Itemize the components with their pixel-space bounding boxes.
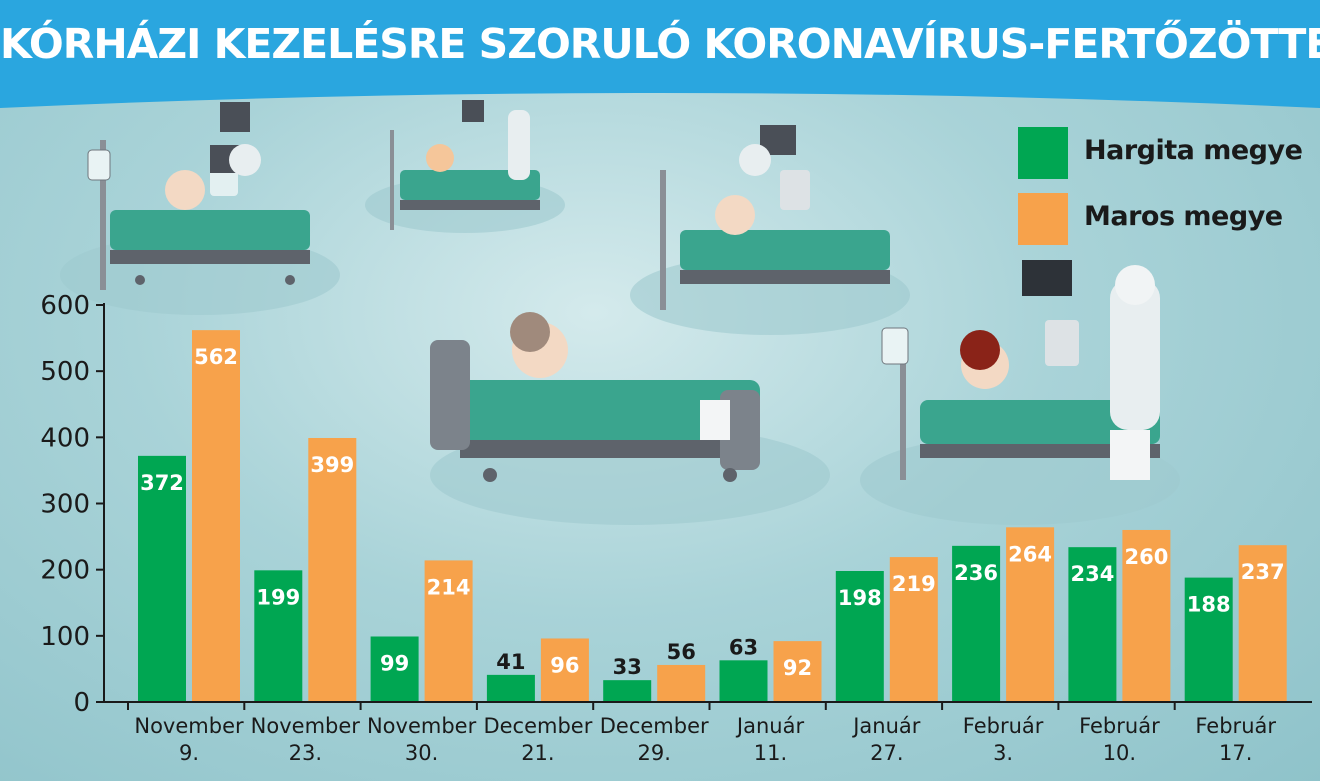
bar	[773, 641, 822, 702]
x-tick-label-line2: 29.	[637, 741, 670, 765]
bar	[308, 437, 357, 702]
x-tick-label: Január	[851, 714, 921, 738]
data-label: 399	[310, 453, 354, 477]
bar	[719, 660, 768, 702]
y-tick-label: 200	[40, 556, 90, 586]
data-label: 219	[892, 572, 936, 596]
data-label: 237	[1241, 560, 1285, 584]
data-label: 188	[1187, 593, 1231, 617]
legend-label-hargita: Hargita megye	[1084, 135, 1303, 166]
page-title: KÓRHÁZI KEZELÉSRE SZORULÓ KORONAVÍRUS-FE…	[0, 20, 1320, 68]
x-tick-label: November	[251, 714, 361, 738]
bar	[1238, 545, 1287, 702]
data-label: 33	[613, 655, 642, 679]
data-label: 41	[496, 650, 525, 674]
x-tick-label-line2: 11.	[754, 741, 787, 765]
x-tick-label-line2: 23.	[289, 741, 322, 765]
x-tick-label-line2: 30.	[405, 741, 438, 765]
y-tick-label: 400	[40, 423, 90, 453]
data-label: 234	[1070, 562, 1114, 586]
bar	[254, 570, 303, 702]
bar	[424, 560, 473, 702]
bar	[138, 455, 186, 702]
bar	[603, 680, 652, 702]
hospital-bed-icon	[430, 312, 830, 525]
data-label: 96	[550, 653, 579, 677]
data-label: 260	[1124, 545, 1168, 569]
x-tick-label-line2: 27.	[870, 741, 903, 765]
bar	[370, 636, 419, 702]
data-label: 214	[427, 575, 471, 599]
x-tick-label-line2: 21.	[521, 741, 554, 765]
legend-swatch-orange	[1018, 193, 1068, 245]
hospital-bed-icon	[60, 102, 340, 315]
x-tick-label-line2: 3.	[993, 741, 1013, 765]
bar	[1184, 577, 1233, 702]
hospital-bed-icon	[365, 100, 565, 233]
data-label: 562	[194, 345, 238, 369]
x-tick-label: Február	[1195, 714, 1276, 738]
data-label: 199	[256, 585, 300, 609]
hospital-bed-icon	[630, 125, 910, 335]
legend-item-hargita: Hargita megye	[1018, 127, 1308, 179]
y-tick-label: 500	[40, 357, 90, 387]
bar	[952, 545, 1001, 702]
x-tick-label: November	[134, 714, 244, 738]
x-tick-label-line2: 9.	[179, 741, 199, 765]
bar	[835, 570, 884, 702]
bar	[1006, 527, 1055, 702]
bar	[486, 674, 535, 702]
bar	[192, 330, 240, 702]
x-tick-label: Február	[963, 714, 1044, 738]
x-tick-label-line2: 17.	[1219, 741, 1252, 765]
bar	[1122, 529, 1171, 702]
x-tick-label: Január	[735, 714, 805, 738]
bar	[540, 638, 589, 702]
x-tick-label: November	[367, 714, 477, 738]
y-tick-label: 0	[73, 688, 90, 718]
data-label: 372	[140, 471, 184, 495]
data-label: 198	[838, 586, 882, 610]
data-label: 92	[783, 656, 812, 680]
legend-label-maros: Maros megye	[1084, 201, 1283, 232]
hospital-bed-icon	[860, 260, 1180, 525]
y-tick-label: 600	[40, 291, 90, 321]
title-banner	[0, 0, 1320, 108]
bar	[657, 664, 706, 702]
x-tick-label-line2: 10.	[1103, 741, 1136, 765]
x-tick-label: Február	[1079, 714, 1160, 738]
x-tick-label: December	[483, 714, 592, 738]
y-tick-label: 300	[40, 490, 90, 520]
data-label: 264	[1008, 542, 1052, 566]
data-label: 63	[729, 635, 758, 659]
legend-swatch-green	[1018, 127, 1068, 179]
x-tick-label: December	[600, 714, 709, 738]
legend-item-maros: Maros megye	[1018, 193, 1308, 245]
bar	[889, 557, 938, 702]
data-label: 56	[667, 640, 696, 664]
y-tick-label: 100	[40, 622, 90, 652]
bar	[1068, 547, 1117, 702]
data-label: 236	[954, 561, 998, 585]
data-label: 99	[380, 651, 409, 675]
